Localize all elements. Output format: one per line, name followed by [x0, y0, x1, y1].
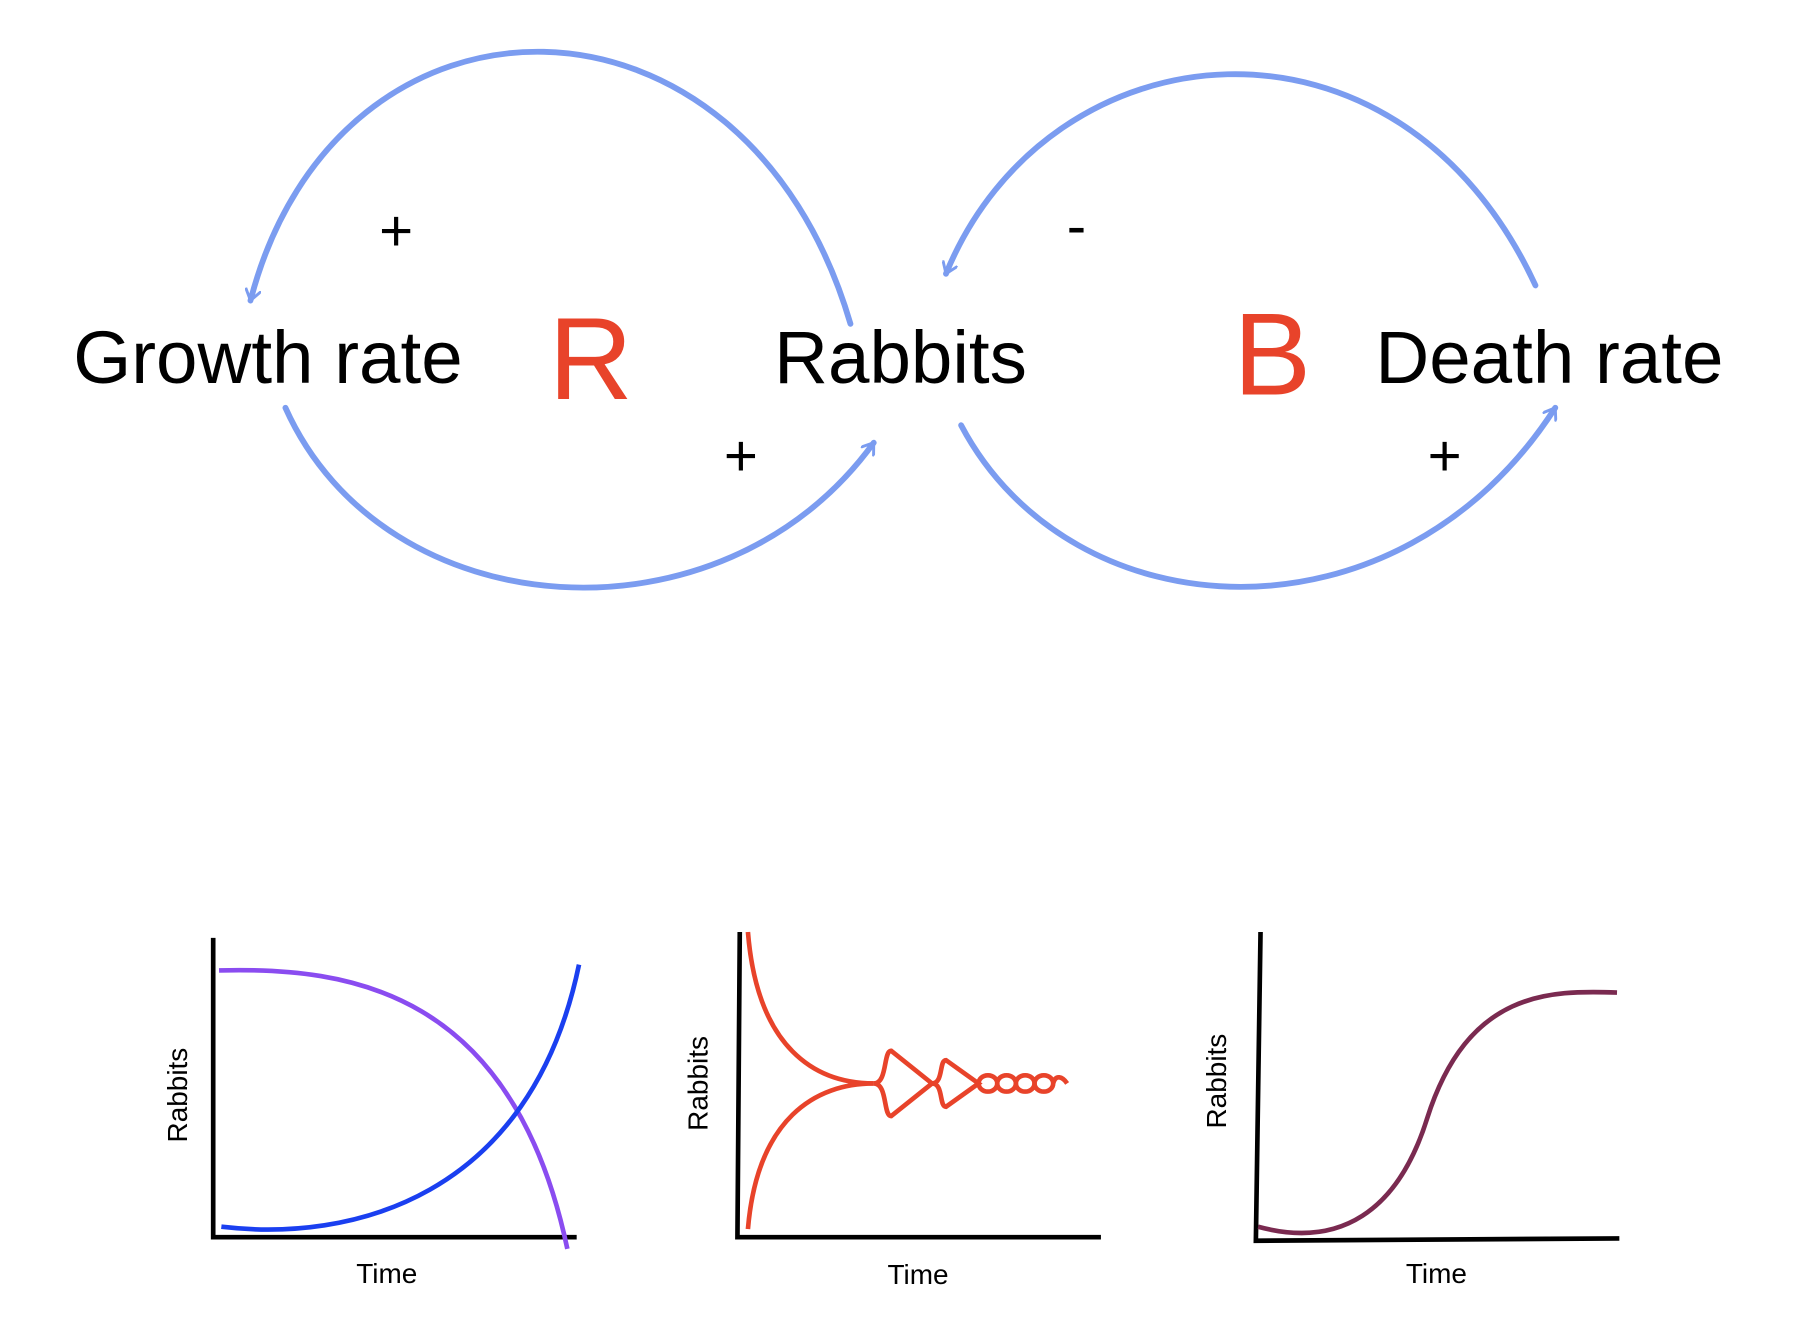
oscillation	[1013, 1072, 1037, 1094]
loop-label: R	[549, 294, 633, 424]
link-sign: -	[1067, 194, 1086, 259]
x-axis-label: Time	[356, 1258, 417, 1289]
link-sign: +	[724, 424, 758, 489]
node-label: Rabbits	[774, 316, 1027, 399]
x-axis-label: Time	[887, 1259, 948, 1290]
link-arrow	[958, 404, 1559, 590]
curve	[218, 967, 570, 1250]
y-axis-label: Rabbits	[1201, 1034, 1232, 1129]
curve	[745, 931, 1070, 1230]
curve-branch	[745, 1081, 874, 1230]
link-arrow	[250, 48, 854, 327]
link-arrow	[946, 71, 1539, 289]
link-sign: +	[1428, 424, 1462, 489]
curve	[221, 964, 582, 1232]
oscillation	[994, 1072, 1019, 1094]
node-label: Growth rate	[73, 316, 462, 399]
link-arrow	[282, 404, 877, 591]
curve-branch	[745, 931, 874, 1086]
axes	[1253, 931, 1620, 1244]
oscillation	[931, 1057, 983, 1110]
axes	[735, 931, 1101, 1240]
y-axis-label: Rabbits	[683, 1036, 714, 1131]
axes	[210, 937, 577, 1240]
link-sign: +	[379, 199, 413, 264]
y-axis-label: Rabbits	[162, 1048, 193, 1143]
oscillation	[873, 1048, 936, 1119]
content: Growth rate Rabbits Death rate R B + + -…	[73, 48, 1723, 1290]
x-axis-label: Time	[1406, 1258, 1467, 1289]
oscillation	[1032, 1072, 1056, 1094]
curve	[1257, 989, 1618, 1236]
loop-label: B	[1233, 289, 1311, 419]
oscillation	[1050, 1075, 1070, 1085]
node-label: Death rate	[1375, 316, 1723, 399]
